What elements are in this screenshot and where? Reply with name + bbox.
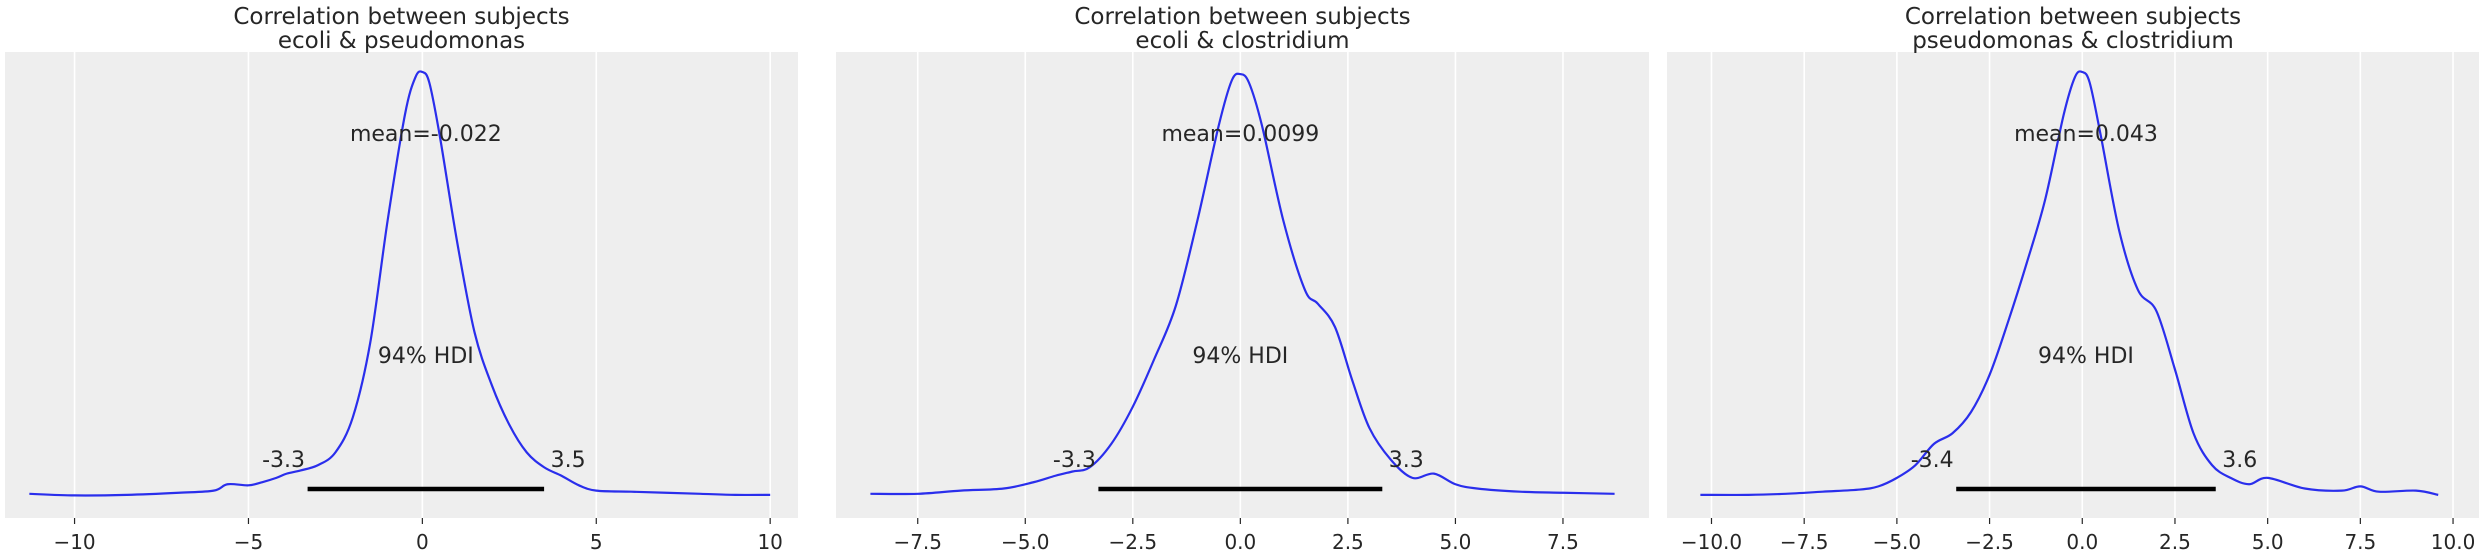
hdi-high-label: 3.5 — [551, 448, 586, 473]
x-tick-label: 10 — [757, 530, 782, 552]
x-tick-label: −5 — [234, 530, 263, 552]
subplot-3: −10.0 −7.5 −5.0 −2.5 0.0 2.5 5.0 7.5 10.0 Correla… — [1667, 4, 2479, 552]
x-tick-label: −2.5 — [1109, 530, 1158, 552]
density-line — [870, 72, 1615, 496]
hdi-low-label: -3.3 — [1053, 448, 1096, 473]
hdi-low-label: -3.3 — [262, 448, 305, 473]
x-tick-label: −10.0 — [1681, 530, 1742, 552]
plot-background — [1667, 52, 2479, 518]
mean-label: mean=0.0099 — [1161, 122, 1319, 147]
x-tick-label: 2.5 — [1332, 530, 1364, 552]
plot-background — [836, 52, 1649, 518]
x-tick-label: −10 — [53, 530, 95, 552]
hdi-label: 94% HDI — [2038, 344, 2134, 369]
chart-title-line-1: Correlation between subjects — [233, 4, 569, 30]
x-tick-label: −2.5 — [1965, 530, 2014, 552]
x-tick-label: −5.0 — [1001, 530, 1050, 552]
x-tick-label: 5 — [590, 530, 603, 552]
hdi-high-label: 3.3 — [1389, 448, 1424, 473]
chart-title-line-1: Correlation between subjects — [1905, 4, 2241, 30]
hdi-high-label: 3.6 — [2222, 448, 2257, 473]
x-tick-label: 5.0 — [2252, 530, 2284, 552]
x-tick-label: 2.5 — [2159, 530, 2191, 552]
density-line — [1700, 70, 2439, 497]
chart-title-line-1: Correlation between subjects — [1074, 4, 1410, 30]
hdi-label: 94% HDI — [378, 344, 474, 369]
hdi-label: 94% HDI — [1192, 344, 1288, 369]
x-tick-label: 0 — [416, 530, 429, 552]
chart-title-line-2: ecoli & pseudomonas — [278, 28, 525, 54]
x-tick-label: 10.0 — [2431, 530, 2476, 552]
hdi-low-label: -3.4 — [1911, 448, 1954, 473]
chart-title-line-2: ecoli & clostridium — [1135, 28, 1349, 54]
mean-label: mean=0.043 — [2014, 122, 2158, 147]
mean-label: mean=-0.022 — [350, 122, 502, 147]
subplot-2: −7.5 −5.0 −2.5 0.0 2.5 5.0 7.5 Correlation betw… — [836, 4, 1649, 552]
x-tick-label: 0.0 — [2066, 530, 2098, 552]
chart-title-line-2: pseudomonas & clostridium — [1912, 28, 2234, 54]
x-tick-label: 0.0 — [1224, 530, 1256, 552]
subplot-1: −10 −5 0 5 10 Correlation between subjectseco… — [5, 4, 798, 552]
x-tick-label: −7.5 — [1780, 530, 1829, 552]
x-tick-label: −5.0 — [1873, 530, 1922, 552]
x-tick-label: 7.5 — [2344, 530, 2376, 552]
density-line — [29, 70, 771, 497]
x-tick-label: 5.0 — [1440, 530, 1472, 552]
x-tick-label: −7.5 — [893, 530, 942, 552]
x-tick-label: 7.5 — [1547, 530, 1579, 552]
